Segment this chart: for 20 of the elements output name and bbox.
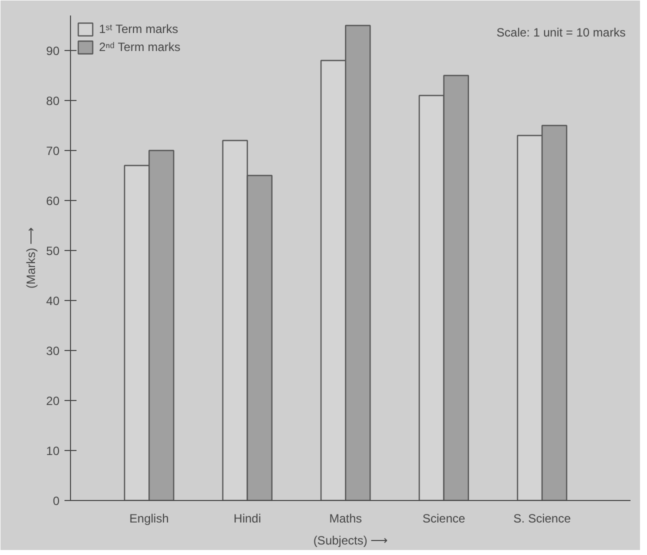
y-tick-label: 30 — [46, 344, 60, 358]
legend-label: 2ⁿᵈ Term marks — [99, 40, 180, 54]
x-tick-label: Science — [422, 512, 466, 526]
y-tick-label: 0 — [52, 494, 60, 508]
x-tick-label: English — [129, 512, 169, 526]
x-tick-label: Hindi — [234, 512, 262, 526]
y-tick-label: 10 — [46, 444, 60, 458]
y-tick-label: 40 — [46, 294, 60, 308]
y-axis-title: (Marks) ⟶ — [24, 227, 38, 288]
annotation: Scale: 1 unit = 10 marks — [496, 26, 626, 40]
y-tick-label: 70 — [46, 144, 60, 158]
y-tick-label: 80 — [46, 94, 60, 108]
x-axis-title: (Subjects) ⟶ — [313, 534, 388, 548]
x-tick-label: Maths — [329, 512, 362, 526]
y-tick-label: 60 — [46, 194, 60, 208]
legend-label: 1ˢᵗ Term marks — [99, 22, 178, 36]
y-tick-label: 50 — [46, 244, 60, 258]
x-tick-label: S. Science — [513, 512, 572, 526]
y-tick-label: 90 — [46, 44, 60, 58]
y-tick-label: 20 — [46, 394, 60, 408]
